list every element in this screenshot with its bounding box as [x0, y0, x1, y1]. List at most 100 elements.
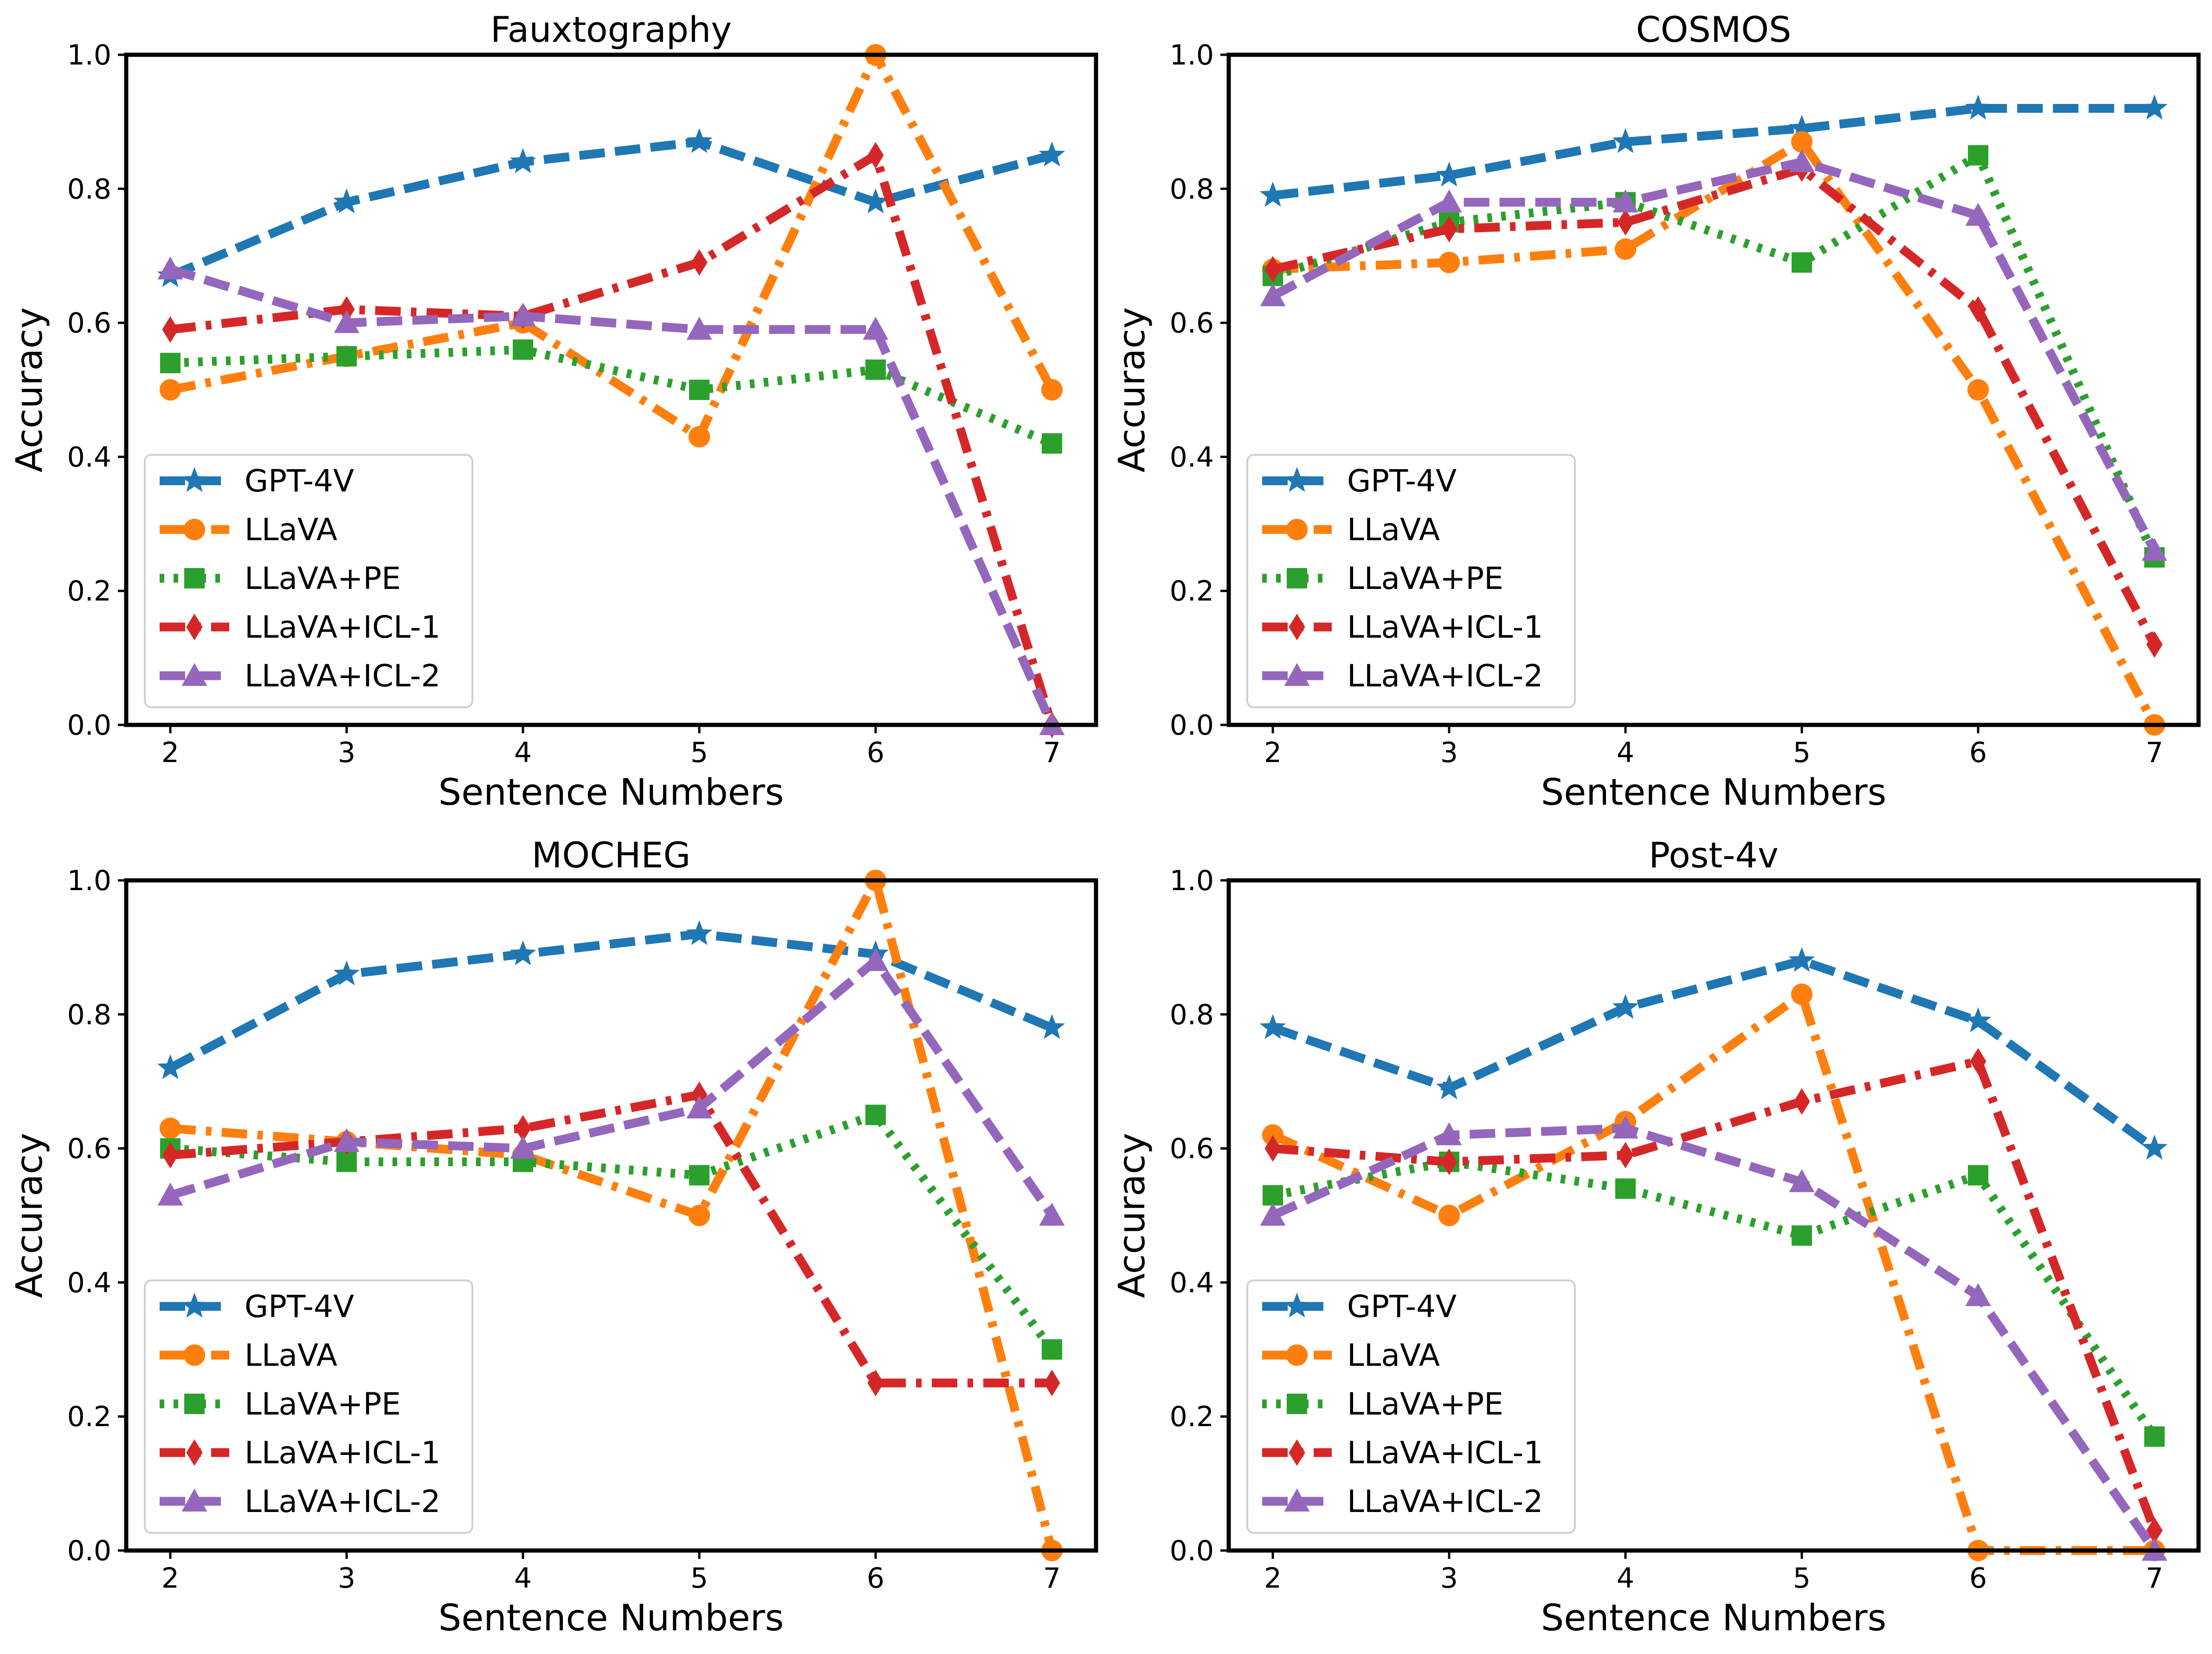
- legend-label: LLaVA: [1347, 512, 1440, 548]
- legend-marker: [181, 663, 207, 686]
- legend-box: [1246, 1279, 1576, 1534]
- y-tick-label: 1.0: [1170, 39, 1214, 71]
- legend: GPT-4V LLaVA LLaVA+PE LLaVA+ICL-1 LLaVA+ICL-…: [1246, 1279, 1576, 1534]
- data-point: [1791, 131, 1813, 153]
- data-point: [1614, 238, 1637, 260]
- data-point: [160, 353, 181, 374]
- data-point: [867, 1370, 884, 1396]
- data-point: [1970, 296, 1986, 323]
- data-point: [162, 316, 179, 343]
- y-tick-label: 1.0: [67, 865, 111, 897]
- data-point: [1262, 1124, 1284, 1146]
- data-point: [334, 310, 360, 333]
- x-tick-label: 2: [1264, 737, 1282, 769]
- data-point: [1436, 162, 1463, 187]
- x-tick-label: 5: [1793, 1562, 1811, 1595]
- data-point: [510, 1136, 536, 1159]
- y-tick-label: 0.8: [1170, 999, 1214, 1031]
- data-point: [1612, 1115, 1638, 1139]
- data-point: [1965, 1283, 1991, 1306]
- legend-label: LLaVA+ICL-2: [245, 1484, 440, 1519]
- series-line-llava-pe: [1271, 151, 2159, 559]
- legend: GPT-4V LLaVA LLaVA+PE LLaVA+ICL-1 LLaVA+ICL-…: [144, 454, 473, 708]
- legend-label: LLaVA+ICL-1: [245, 1435, 440, 1471]
- data-point: [691, 249, 708, 276]
- legend-label: LLaVA+ICL-2: [1347, 658, 1543, 694]
- data-point: [688, 1204, 710, 1227]
- legend-marker: [181, 1488, 207, 1512]
- data-point: [1441, 215, 1457, 243]
- data-point: [686, 128, 713, 153]
- x-axis-label: Sentence Numbers: [1541, 1597, 1887, 1639]
- data-point: [1615, 1178, 1636, 1199]
- x-tick-label: 7: [2146, 1562, 2163, 1595]
- series-line-gpt-4v: [168, 930, 1054, 1072]
- data-point: [336, 346, 357, 367]
- x-tick-label: 7: [2146, 737, 2163, 769]
- legend-label: LLaVA: [245, 512, 337, 548]
- data-point: [509, 148, 536, 174]
- x-tick-label: 3: [1440, 737, 1458, 769]
- data-point: [1612, 994, 1639, 1019]
- series-line-llava-pe: [1272, 1157, 2158, 1439]
- x-tick-label: 7: [1043, 1562, 1061, 1595]
- data-point: [688, 426, 710, 448]
- data-point: [157, 1182, 183, 1206]
- data-point: [1788, 115, 1815, 140]
- y-tick-label: 0.8: [67, 999, 111, 1031]
- data-point: [157, 1054, 184, 1079]
- legend-label: GPT-4V: [1347, 463, 1457, 499]
- legend-label: LLaVA: [1347, 1337, 1440, 1373]
- data-point: [513, 339, 533, 360]
- chart-title: Post-4v: [1649, 834, 1779, 876]
- data-point: [1044, 1370, 1060, 1396]
- series-line-llava-icl-2: [1270, 157, 2159, 553]
- data-point: [1263, 1185, 1283, 1206]
- data-point: [1968, 1165, 1988, 1186]
- data-point: [867, 142, 884, 169]
- data-point: [333, 960, 360, 986]
- legend-label: LLaVA: [245, 1337, 337, 1373]
- data-point: [1789, 1169, 1815, 1192]
- data-point: [1042, 433, 1062, 454]
- series-line-llava-icl-2: [169, 956, 1056, 1218]
- x-tick-label: 4: [1617, 1562, 1634, 1595]
- data-point: [1617, 209, 1634, 236]
- y-tick-label: 0.0: [67, 709, 111, 742]
- series-line-gpt-4v: [1272, 104, 2154, 200]
- x-tick-label: 5: [690, 1562, 708, 1595]
- data-point: [509, 940, 536, 965]
- data-point: [157, 256, 183, 280]
- data-point: [1438, 252, 1460, 273]
- legend-marker: [1289, 1439, 1305, 1466]
- series-line-llava: [169, 50, 1056, 441]
- x-axis-label: Sentence Numbers: [439, 772, 784, 814]
- data-point: [1260, 1202, 1286, 1226]
- legend-marker: [184, 568, 205, 588]
- y-tick-label: 0.2: [67, 1401, 111, 1433]
- data-point: [159, 379, 181, 401]
- y-tick-label: 0.4: [1170, 1266, 1214, 1299]
- data-point: [515, 1115, 531, 1142]
- plot-frame: [124, 52, 1098, 727]
- data-point: [2146, 631, 2163, 658]
- chart-panel-1: Fauxtography 2 3 4 5 6 7 0.0 0.2 0.4 0.6 0.8 1.0 Sent…: [9, 9, 1098, 814]
- data-point: [1039, 1202, 1065, 1226]
- x-tick-label: 2: [1264, 1562, 1282, 1595]
- data-point: [686, 920, 713, 945]
- legend-marker: [186, 614, 203, 640]
- data-point: [334, 1129, 360, 1152]
- chart-panel-3: MOCHEG 2 3 4 5 6 7 0.0 0.2 0.4 0.6 0.8 1.0 Sentence N…: [9, 834, 1098, 1639]
- y-tick-label: 0.0: [1170, 709, 1214, 742]
- y-tick-label: 0.2: [1170, 1401, 1214, 1433]
- legend-label: LLaVA+PE: [1347, 1386, 1503, 1422]
- legend-label: LLaVA+ICL-2: [1347, 1484, 1543, 1519]
- data-point: [1793, 1088, 1810, 1115]
- data-point: [1042, 1339, 1062, 1360]
- y-tick-label: 0.6: [67, 1133, 111, 1165]
- y-tick-label: 1.0: [67, 39, 111, 71]
- data-point: [686, 1095, 712, 1118]
- chart-panel-2: COSMOS 2 3 4 5 6 7 0.0 0.2 0.4 0.6 0.8 1.0 Sentence N…: [1111, 9, 2201, 814]
- data-point: [1041, 379, 1063, 401]
